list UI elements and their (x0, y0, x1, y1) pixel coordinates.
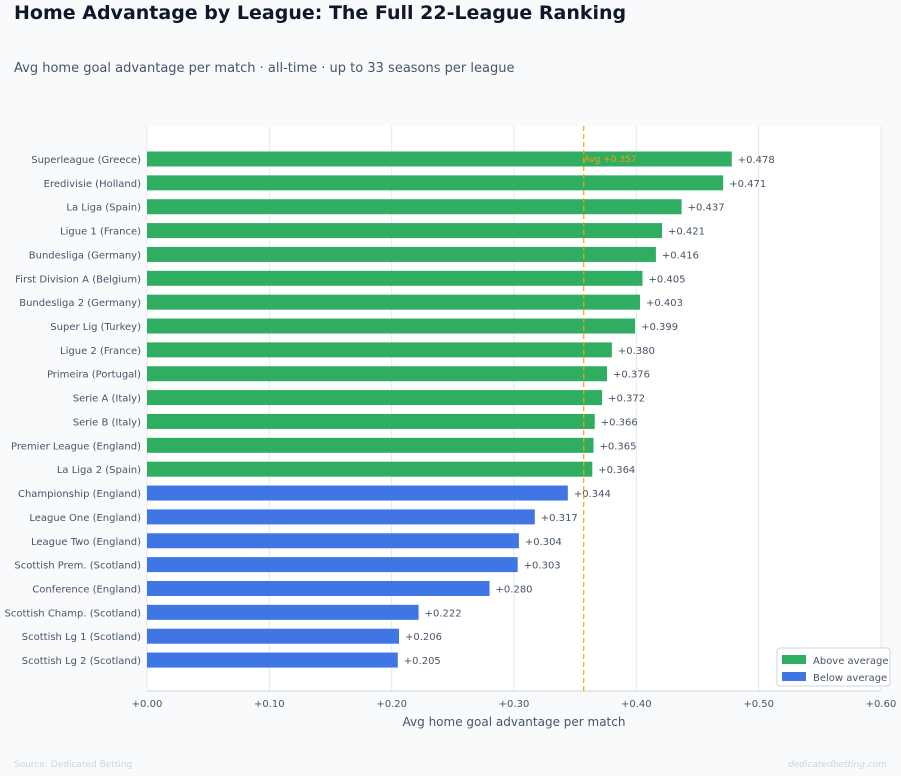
chart-subtitle: Avg home goal advantage per match · all-… (14, 61, 515, 76)
x-axis-label: Avg home goal advantage per match (403, 715, 626, 729)
category-label: Conference (England) (32, 584, 141, 595)
category-label: League Two (England) (31, 537, 141, 548)
value-label: +0.317 (541, 513, 578, 524)
bar (147, 652, 398, 668)
bar (147, 604, 419, 620)
bar (147, 270, 643, 286)
value-label: +0.421 (668, 227, 705, 238)
value-label: +0.380 (618, 346, 655, 357)
bar (147, 533, 519, 549)
bar (147, 628, 400, 644)
value-label: +0.437 (688, 203, 725, 214)
x-tick-label: +0.50 (743, 699, 774, 710)
value-label: +0.471 (729, 179, 766, 190)
category-label: Eredivisie (Holland) (44, 179, 141, 190)
value-label: +0.222 (425, 608, 462, 619)
bar (147, 318, 636, 334)
legend-swatch (782, 672, 806, 681)
value-label: +0.405 (648, 274, 685, 285)
value-label: +0.205 (404, 656, 441, 667)
source-note: Source: Dedicated Betting (14, 760, 133, 770)
brand-watermark: dedicatedbetting.com (787, 760, 887, 770)
category-label: La Liga (Spain) (66, 203, 141, 214)
bar (147, 557, 518, 573)
category-label: Bundesliga 2 (Germany) (19, 298, 141, 309)
bar (147, 509, 535, 525)
value-label: +0.344 (574, 489, 611, 500)
category-label: Scottish Prem. (Scotland) (14, 561, 141, 572)
category-label: Serie A (Italy) (73, 394, 141, 405)
category-label: League One (England) (29, 513, 141, 524)
x-tick-label: +0.40 (621, 699, 652, 710)
bar (147, 485, 568, 501)
bar (147, 175, 724, 191)
value-label: +0.364 (598, 465, 635, 476)
legend-swatch (782, 655, 806, 664)
value-label: +0.372 (608, 394, 645, 405)
bar (147, 366, 607, 382)
category-label: Serie B (Italy) (73, 417, 141, 428)
value-label: +0.366 (601, 417, 638, 428)
x-tick-label: +0.30 (499, 699, 530, 710)
value-label: +0.416 (662, 250, 699, 261)
bar (147, 390, 603, 406)
bar (147, 437, 594, 453)
value-label: +0.206 (405, 632, 442, 643)
value-label: +0.399 (641, 322, 678, 333)
category-label: Superleague (Greece) (31, 155, 141, 166)
bar (147, 342, 612, 358)
x-tick-label: +0.20 (376, 699, 407, 710)
bar (147, 246, 656, 262)
category-label: Primeira (Portugal) (47, 370, 141, 381)
value-label: +0.304 (525, 537, 562, 548)
value-label: +0.478 (738, 155, 775, 166)
value-label: +0.280 (496, 584, 533, 595)
x-tick-label: +0.10 (254, 699, 285, 710)
legend-label: Above average (813, 656, 889, 667)
category-label: Ligue 2 (France) (60, 346, 141, 357)
x-tick-label: +0.00 (132, 699, 163, 710)
legend-label: Below average (813, 673, 887, 684)
bar (147, 199, 682, 215)
value-label: +0.376 (613, 370, 650, 381)
bar (147, 294, 641, 310)
category-label: Super Lig (Turkey) (50, 322, 141, 333)
chart-title: Home Advantage by League: The Full 22-Le… (14, 2, 627, 24)
bar (147, 461, 593, 477)
bar (147, 151, 732, 167)
bar (147, 413, 595, 429)
value-label: +0.365 (600, 441, 637, 452)
bar (147, 223, 663, 239)
average-label: Avg +0.357 (584, 155, 637, 165)
category-label: Championship (England) (18, 489, 141, 500)
category-label: La Liga 2 (Spain) (57, 465, 141, 476)
category-label: Scottish Lg 1 (Scotland) (22, 632, 141, 643)
category-label: Scottish Champ. (Scotland) (5, 608, 142, 619)
value-label: +0.303 (524, 561, 561, 572)
value-label: +0.403 (646, 298, 683, 309)
category-label: Ligue 1 (France) (60, 227, 141, 238)
category-label: First Division A (Belgium) (15, 274, 141, 285)
bar (147, 580, 490, 596)
x-tick-label: +0.60 (866, 699, 897, 710)
category-label: Scottish Lg 2 (Scotland) (22, 656, 141, 667)
category-label: Premier League (England) (11, 441, 141, 452)
category-label: Bundesliga (Germany) (29, 250, 141, 261)
